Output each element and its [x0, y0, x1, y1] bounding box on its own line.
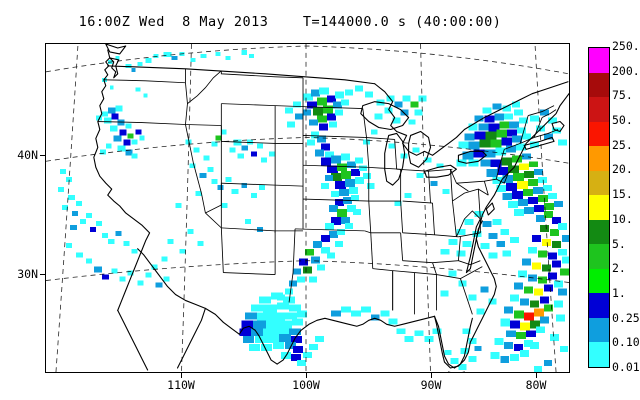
lat-lon-gridlines: [46, 44, 569, 372]
precip-florida: [444, 328, 482, 371]
colorbar-tick-labels: 250. 200. 75. 50. 25. 20. 15. 10. 5. 2. 1. 0.25 0.10…: [612, 40, 640, 372]
precipitation-colorbar: [588, 47, 610, 368]
precip-atlantic-offshore: [490, 210, 569, 372]
x-tick-110W: [181, 373, 183, 378]
x-tick-80W: [536, 373, 538, 378]
mexico-border: [137, 248, 240, 335]
long-island: [523, 136, 555, 150]
great-lakes-border: [374, 81, 569, 156]
colorbar-label-4: 25.: [612, 137, 633, 152]
colorbar-band-1: [589, 72, 609, 98]
chesapeake-bay: [465, 218, 483, 274]
state-boundaries: [97, 68, 559, 315]
precipitation-field: [57, 49, 569, 372]
colorbar-band-11: [589, 317, 609, 343]
florida-peninsula: [433, 315, 473, 369]
map-canvas: [46, 44, 569, 372]
precip-mid-atlantic: [440, 210, 520, 259]
colorbar-band-12: [589, 342, 609, 367]
y-tick-40N: [40, 155, 45, 157]
cape-cod: [551, 120, 565, 133]
gridline-120W: [55, 45, 79, 372]
colorbar-label-2: 75.: [612, 88, 633, 103]
colorbar-band-6: [589, 195, 609, 220]
lake-superior: [360, 101, 410, 131]
precip-gulf-coast: [239, 292, 442, 367]
y-tick-30N: [40, 274, 45, 276]
colorbar-band-4: [589, 146, 609, 171]
colorbar-band-7: [589, 219, 609, 245]
y-axis-label-30N: 30N: [17, 267, 38, 281]
colorbar-band-9: [589, 268, 609, 294]
precip-great-lakes: [362, 95, 450, 207]
map-plot-area: [45, 43, 570, 373]
colorbar-label-5: 20.: [612, 162, 633, 177]
x-tick-90W: [431, 373, 433, 378]
precip-northeast: [456, 101, 568, 216]
colorbar-band-3: [589, 121, 609, 147]
precip-northern-california: [95, 105, 227, 159]
y-axis-label-40N: 40N: [17, 148, 38, 162]
lake-michigan: [384, 132, 406, 186]
precip-central-plains-squall-line: [277, 85, 375, 301]
x-axis-label-80W: 80W: [525, 378, 547, 392]
colorbar-label-9: 2.: [612, 261, 626, 276]
x-tick-100W: [306, 373, 308, 378]
x-axis-label-100W: 100W: [292, 378, 320, 392]
x-axis-label-90W: 90W: [420, 378, 442, 392]
colorbar-label-3: 50.: [612, 113, 633, 128]
precip-great-basin: [151, 139, 266, 270]
colorbar-label-12: 0.10: [612, 335, 640, 350]
lake-huron: [408, 130, 432, 168]
lake-ontario: [457, 150, 487, 164]
puget-sound: [109, 57, 120, 79]
colorbar-label-13: 0.01: [612, 360, 640, 374]
colorbar-label-0: 250.: [612, 39, 640, 53]
vancouver-island: [105, 44, 127, 55]
lake-erie: [424, 164, 457, 178]
us-canada-border-west: [107, 65, 376, 85]
x-axis-label-110W: 110W: [167, 378, 195, 392]
gridline-50N: [46, 45, 569, 75]
map-geography: [93, 44, 569, 372]
colorbar-label-1: 200.: [612, 63, 640, 78]
gridline-30N: [46, 260, 569, 283]
mexico-interior: [176, 307, 206, 369]
figure-title: 16:00Z Wed 8 May 2013 T=144000.0 s (40:0…: [78, 14, 502, 30]
delaware-bay: [485, 202, 495, 216]
colorbar-label-6: 15.: [612, 187, 633, 202]
gridline-40N: [46, 137, 569, 164]
colorbar-label-8: 5.: [612, 236, 626, 251]
gridline-90W: [420, 44, 431, 372]
colorbar-label-10: 1.: [612, 285, 626, 300]
gulf-coastline: [276, 315, 436, 365]
baja-california: [117, 309, 149, 371]
colorbar-label-7: 10.: [612, 211, 633, 226]
colorbar-band-5: [589, 170, 609, 196]
colorbar-label-11: 0.25: [612, 310, 640, 325]
colorbar-band-0: [589, 48, 609, 73]
precip-pacific-northwest: [101, 49, 255, 98]
pacific-coastline: [93, 49, 151, 311]
colorbar-band-8: [589, 244, 609, 269]
gridline-110W: [181, 44, 192, 372]
texas-mexico-coast: [238, 325, 278, 365]
precip-california-coast: [57, 169, 170, 288]
colorbar-band-2: [589, 97, 609, 122]
colorbar-band-10: [589, 293, 609, 318]
